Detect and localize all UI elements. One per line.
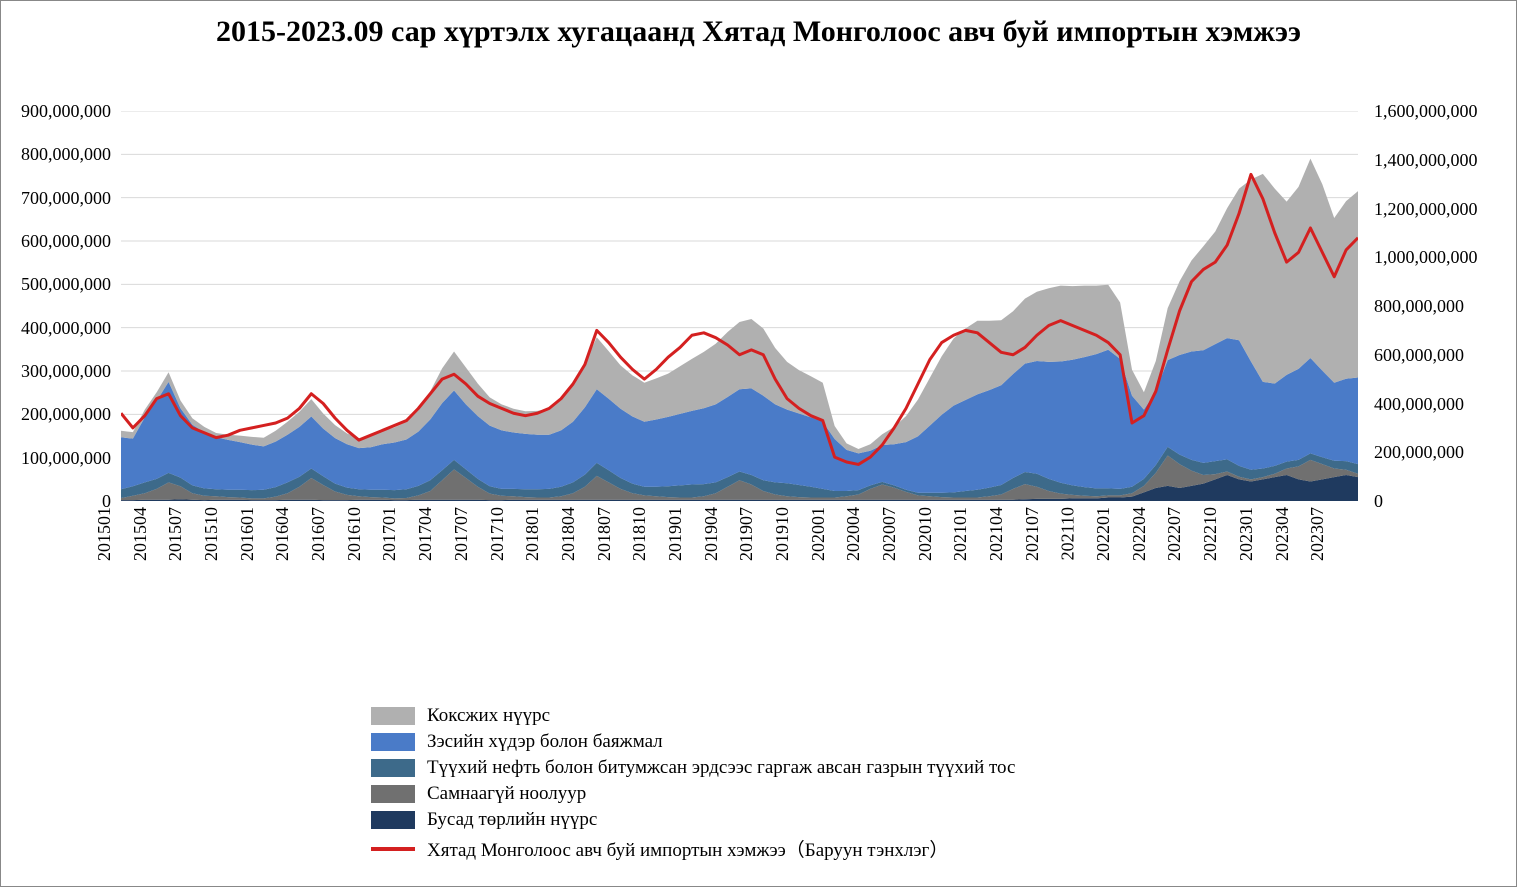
x-tick: 201901 [665,507,686,561]
legend-swatch [371,733,415,751]
legend-item-other_coal: Бусад төрлийн нүүрс [371,809,1015,831]
y-left-tick: 300,000,000 [21,362,111,380]
y-right-tick: 1,000,000,000 [1374,248,1478,266]
y-right-tick: 200,000,000 [1374,443,1464,461]
legend-swatch [371,707,415,725]
y-left-tick: 800,000,000 [21,145,111,163]
y-left-tick: 100,000,000 [21,449,111,467]
x-tick: 202007 [879,507,900,561]
legend-label: Хятад Монголоос авч буй импортын хэмжээ（… [427,835,948,862]
x-tick: 202104 [986,507,1007,561]
legend-item-copper: Зэсийн хүдэр болон баяжмал [371,731,1015,753]
legend-label: Коксжих нүүрс [427,705,550,727]
y-axis-left: 0100,000,000200,000,000300,000,000400,00… [1,111,119,501]
legend-item-coking_coal: Коксжих нүүрс [371,705,1015,727]
x-tick: 202101 [950,507,971,561]
x-tick: 201507 [165,507,186,561]
x-tick: 201707 [451,507,472,561]
legend-swatch [371,811,415,829]
legend-item-oil: Түүхий нефть болон битумжсан эрдсээс гар… [371,757,1015,779]
x-tick: 201810 [629,507,650,561]
x-tick: 201607 [308,507,329,561]
x-tick: 201601 [237,507,258,561]
x-tick: 201610 [344,507,365,561]
legend-label: Түүхий нефть болон битумжсан эрдсээс гар… [427,757,1015,779]
y-left-tick: 900,000,000 [21,102,111,120]
chart-title: 2015-2023.09 сар хүртэлх хугацаанд Хятад… [1,13,1516,51]
x-tick: 201710 [487,507,508,561]
y-left-tick: 400,000,000 [21,319,111,337]
y-left-tick: 700,000,000 [21,189,111,207]
x-tick: 202301 [1236,507,1257,561]
x-tick: 201501 [94,507,115,561]
x-tick: 201910 [772,507,793,561]
x-tick: 202210 [1200,507,1221,561]
x-tick: 201807 [594,507,615,561]
legend-item-total_line: Хятад Монголоос авч буй импортын хэмжээ（… [371,835,1015,862]
y-right-tick: 600,000,000 [1374,346,1464,364]
x-tick: 201704 [415,507,436,561]
x-tick: 202001 [808,507,829,561]
y-left-tick: 200,000,000 [21,405,111,423]
legend-label: Зэсийн хүдэр болон баяжмал [427,731,663,753]
x-tick: 202207 [1164,507,1185,561]
legend-label: Бусад төрлийн нүүрс [427,809,597,831]
chart-container: 2015-2023.09 сар хүртэлх хугацаанд Хятад… [0,0,1517,887]
x-tick: 201801 [522,507,543,561]
x-tick: 202110 [1058,507,1079,560]
plot-area [121,111,1358,501]
y-right-tick: 800,000,000 [1374,297,1464,315]
x-tick: 201804 [558,507,579,561]
x-tick: 202304 [1272,507,1293,561]
y-right-tick: 1,200,000,000 [1374,200,1478,218]
legend-swatch [371,759,415,777]
x-tick: 202307 [1307,507,1328,561]
x-tick: 202004 [843,507,864,561]
x-tick: 201907 [736,507,757,561]
y-right-tick: 1,600,000,000 [1374,102,1478,120]
x-tick: 202010 [915,507,936,561]
x-tick: 201904 [701,507,722,561]
y-left-tick: 500,000,000 [21,275,111,293]
x-tick: 201701 [379,507,400,561]
y-right-tick: 0 [1374,492,1383,510]
x-tick: 202107 [1022,507,1043,561]
y-right-tick: 400,000,000 [1374,395,1464,413]
legend-swatch [371,847,415,851]
legend-label: Самнаагүй ноолуур [427,783,586,805]
x-tick: 201504 [130,507,151,561]
x-tick: 201510 [201,507,222,561]
y-left-tick: 600,000,000 [21,232,111,250]
x-tick: 202201 [1093,507,1114,561]
x-tick: 201604 [272,507,293,561]
y-axis-right: 0200,000,000400,000,000600,000,000800,00… [1366,111,1516,501]
legend-item-cashmere: Самнаагүй ноолуур [371,783,1015,805]
legend-swatch [371,785,415,803]
x-tick: 202204 [1129,507,1150,561]
legend: Коксжих нүүрс Зэсийн хүдэр болон баяжмал Т… [371,701,1015,866]
y-right-tick: 1,400,000,000 [1374,151,1478,169]
